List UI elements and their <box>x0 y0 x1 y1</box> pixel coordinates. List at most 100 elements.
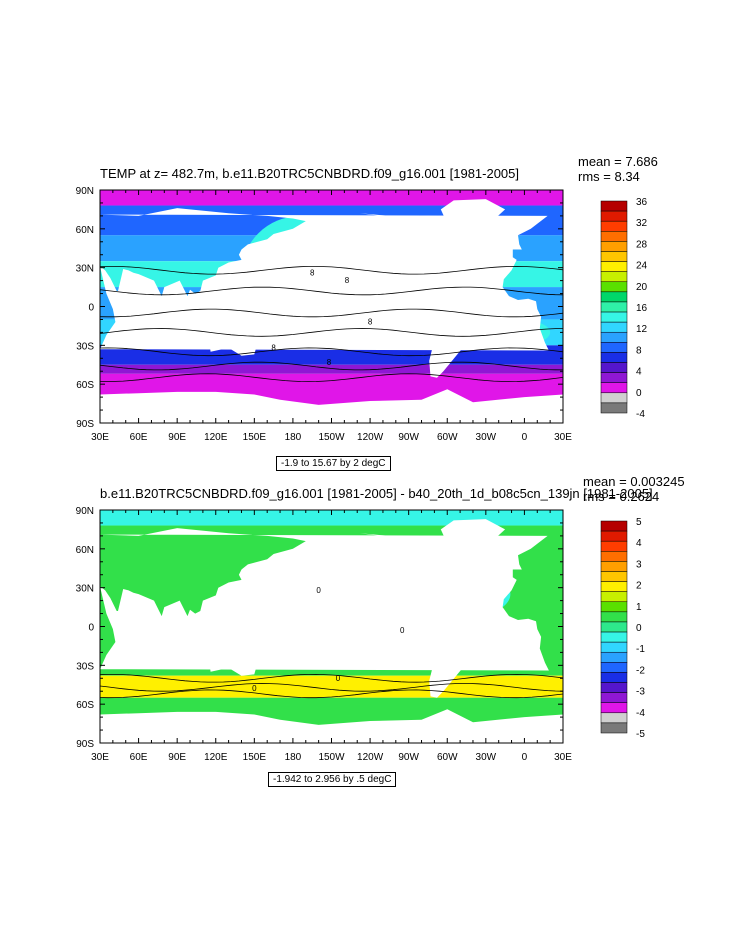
x-tick-label: 150W <box>318 432 345 443</box>
colorbar-label: 0 <box>636 623 642 634</box>
colorbar-swatch <box>600 362 628 373</box>
colorbar-swatch <box>600 571 628 582</box>
bottom-mean-value: mean = 0.003245 <box>583 474 685 489</box>
top-mean-value: mean = 7.686 <box>578 154 658 169</box>
colorbar-swatch <box>600 200 628 212</box>
colorbar-swatch <box>600 281 628 293</box>
colorbar-swatch <box>600 672 628 683</box>
top-rms-value: rms = 8.34 <box>578 169 640 184</box>
colorbar-label: -4 <box>636 708 645 719</box>
colorbar-swatch <box>600 591 628 603</box>
contour-label: 0 <box>336 674 341 683</box>
x-tick-label: 150E <box>243 432 267 443</box>
contour-label: 8 <box>368 318 373 327</box>
x-tick-label: 30W <box>476 752 497 763</box>
y-tick-label: 90N <box>76 186 94 197</box>
colorbar-label: 2 <box>636 581 642 592</box>
colorbar-label: -2 <box>636 665 645 676</box>
y-tick-label: 30S <box>76 661 94 672</box>
land-australia <box>208 320 259 356</box>
x-tick-label: 120W <box>357 752 384 763</box>
colorbar-swatch <box>600 271 628 283</box>
x-tick-label: 60E <box>130 752 148 763</box>
top-contour-info: -1.9 to 15.67 by 2 degC <box>276 456 391 471</box>
colorbar-label: -4 <box>636 409 645 420</box>
x-tick-label: 90E <box>168 432 186 443</box>
y-tick-label: 30S <box>76 341 94 352</box>
colorbar-label: 28 <box>636 239 648 250</box>
colorbar-swatch <box>600 321 628 333</box>
top-chart-title: TEMP at z= 482.7m, b.e11.B20TRC5CNBDRD.f… <box>100 166 520 181</box>
x-tick-label: 30E <box>554 752 572 763</box>
x-tick-label: 180 <box>285 752 302 763</box>
contour-label: 0 <box>252 684 257 693</box>
contour-line <box>100 347 563 357</box>
y-tick-label: 0 <box>88 623 94 634</box>
colorbar-swatch <box>600 631 628 643</box>
x-tick-label: 150W <box>318 752 345 763</box>
land-antarctica <box>100 389 563 423</box>
colorbar-label: 4 <box>636 538 642 549</box>
x-tick-label: 0 <box>522 432 528 443</box>
colorbar-swatch <box>600 392 628 404</box>
x-tick-label: 60W <box>437 432 458 443</box>
colorbar-swatch <box>600 291 628 303</box>
colorbar-swatch <box>600 301 628 313</box>
colorbar-swatch <box>600 241 628 252</box>
contour-line <box>100 361 563 371</box>
contour-label: 0 <box>316 586 321 595</box>
colorbar-label: 4 <box>636 367 642 378</box>
y-tick-label: 0 <box>88 303 94 314</box>
contour-line <box>100 328 563 337</box>
colorbar-label: 32 <box>636 218 648 229</box>
colorbar-label: 0 <box>636 388 642 399</box>
contour-line <box>100 308 563 318</box>
x-tick-label: 180 <box>285 432 302 443</box>
land-africa_eurasia <box>100 528 549 671</box>
colorbar-swatch <box>600 561 628 572</box>
y-tick-label: 60N <box>76 225 94 236</box>
y-tick-label: 90S <box>76 739 94 750</box>
colorbar-label: -3 <box>636 687 645 698</box>
bottom-contour-info: -1.942 to 2.956 by .5 degC <box>268 772 397 787</box>
colorbar-swatch <box>600 261 628 272</box>
x-tick-label: 60W <box>437 752 458 763</box>
colorbar-swatch <box>600 712 628 724</box>
colorbar-label: 12 <box>636 324 648 335</box>
contour-label: 8 <box>327 358 332 367</box>
colorbar-swatch <box>600 702 628 714</box>
colorbar-label: -1 <box>636 644 645 655</box>
land-africa_eurasia <box>100 208 549 351</box>
bottom-map-panel: b.e11.B20TRC5CNBDRD.f09_g16.001 [1981-20… <box>0 470 733 800</box>
colorbar-label: 24 <box>636 261 648 272</box>
colorbar-swatch <box>600 611 628 623</box>
x-tick-label: 30E <box>91 432 109 443</box>
contour-label: 8 <box>345 276 350 285</box>
land-australia <box>208 640 259 676</box>
colorbar-swatch <box>600 692 628 703</box>
x-tick-label: 150E <box>243 752 267 763</box>
colorbar-swatch <box>600 402 628 414</box>
bottom-chart-title: b.e11.B20TRC5CNBDRD.f09_g16.001 [1981-20… <box>100 486 653 501</box>
colorbar-swatch <box>600 662 628 673</box>
x-tick-label: 30W <box>476 432 497 443</box>
land-antarctica <box>100 709 563 743</box>
x-tick-label: 0 <box>522 752 528 763</box>
contour-line <box>100 286 563 296</box>
colorbar-label: 20 <box>636 282 648 293</box>
field-layer: 0 0 0 0 <box>100 510 563 743</box>
y-tick-label: 60S <box>76 700 94 711</box>
colorbar-swatch <box>600 682 628 693</box>
colorbar-label: 36 <box>636 197 648 208</box>
contour-label: 8 <box>310 268 315 277</box>
x-tick-label: 120E <box>204 432 228 443</box>
top-map-panel: TEMP at z= 482.7m, b.e11.B20TRC5CNBDRD.f… <box>0 150 733 480</box>
colorbar-swatch <box>600 231 628 242</box>
colorbar-swatch <box>600 382 628 394</box>
colorbar-swatch <box>600 251 628 262</box>
colorbar-label: 8 <box>636 345 642 356</box>
southern-anomaly <box>269 684 330 693</box>
colorbar-label: 1 <box>636 602 642 613</box>
x-tick-label: 90E <box>168 752 186 763</box>
